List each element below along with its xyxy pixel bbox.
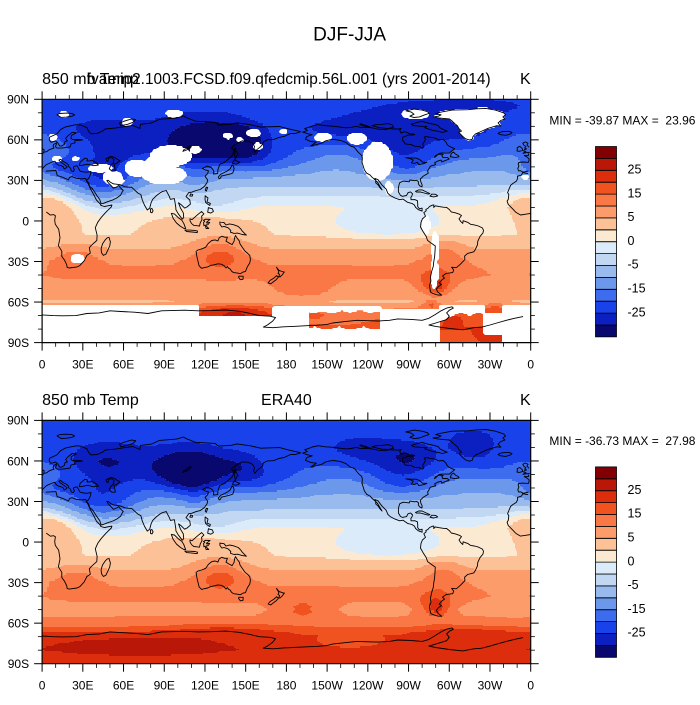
svg-text:850 mb Temp: 850 mb Temp [42,392,139,409]
svg-text:60W: 60W [437,357,462,371]
svg-text:DJF-JJA: DJF-JJA [313,24,386,45]
svg-text:0: 0 [628,234,635,248]
svg-text:-5: -5 [628,258,639,272]
svg-text:150W: 150W [311,357,343,371]
svg-text:ERA40: ERA40 [261,392,312,409]
svg-text:30N: 30N [7,174,29,188]
svg-text:0: 0 [39,678,46,692]
svg-text:30W: 30W [478,357,503,371]
svg-text:90W: 90W [396,357,421,371]
svg-text:-15: -15 [628,602,646,616]
svg-text:K: K [520,392,531,409]
svg-text:25: 25 [628,163,642,177]
svg-text:60E: 60E [113,678,134,692]
svg-text:180: 180 [276,678,296,692]
svg-text:850 mb Temp: 850 mb Temp [42,71,139,88]
svg-text:30S: 30S [8,576,29,590]
svg-text:0: 0 [22,535,29,549]
svg-text:120W: 120W [352,357,384,371]
svg-text:120W: 120W [352,678,384,692]
svg-text:60W: 60W [437,678,462,692]
svg-text:60N: 60N [7,454,29,468]
svg-text:30W: 30W [478,678,503,692]
svg-text:15: 15 [628,507,642,521]
svg-text:0: 0 [22,214,29,228]
svg-text:0: 0 [527,678,534,692]
svg-text:MIN = -36.73 MAX = 27.98: MIN = -36.73 MAX = 27.98 [549,434,695,448]
svg-text:5: 5 [628,210,635,224]
svg-text:fvamip2.1003.FCSD.f09.qfedcmip: fvamip2.1003.FCSD.f09.qfedcmip.56L.001 (… [87,71,491,88]
svg-text:90S: 90S [8,657,29,671]
svg-text:60S: 60S [8,616,29,630]
svg-text:60E: 60E [113,357,134,371]
svg-text:90N: 90N [7,93,29,107]
svg-text:15: 15 [628,186,642,200]
svg-text:90N: 90N [7,414,29,428]
svg-text:90E: 90E [154,357,175,371]
svg-text:150E: 150E [232,357,260,371]
svg-text:25: 25 [628,483,642,497]
svg-text:90S: 90S [8,336,29,350]
svg-text:0: 0 [527,357,534,371]
svg-text:MIN = -39.87 MAX = 23.96: MIN = -39.87 MAX = 23.96 [549,113,695,127]
svg-text:-5: -5 [628,578,639,592]
svg-text:30S: 30S [8,255,29,269]
svg-text:180: 180 [276,357,296,371]
svg-text:60S: 60S [8,295,29,309]
svg-text:120E: 120E [191,357,219,371]
svg-text:60N: 60N [7,133,29,147]
svg-text:120E: 120E [191,678,219,692]
svg-text:-25: -25 [628,626,646,640]
svg-text:0: 0 [628,554,635,568]
svg-text:30E: 30E [72,357,93,371]
svg-text:90E: 90E [154,678,175,692]
svg-text:90W: 90W [396,678,421,692]
svg-text:5: 5 [628,531,635,545]
svg-text:150W: 150W [311,678,343,692]
svg-text:30N: 30N [7,495,29,509]
svg-text:0: 0 [39,357,46,371]
svg-text:-25: -25 [628,305,646,319]
svg-text:30E: 30E [72,678,93,692]
svg-text:-15: -15 [628,282,646,296]
svg-text:K: K [520,71,531,88]
svg-text:150E: 150E [232,678,260,692]
